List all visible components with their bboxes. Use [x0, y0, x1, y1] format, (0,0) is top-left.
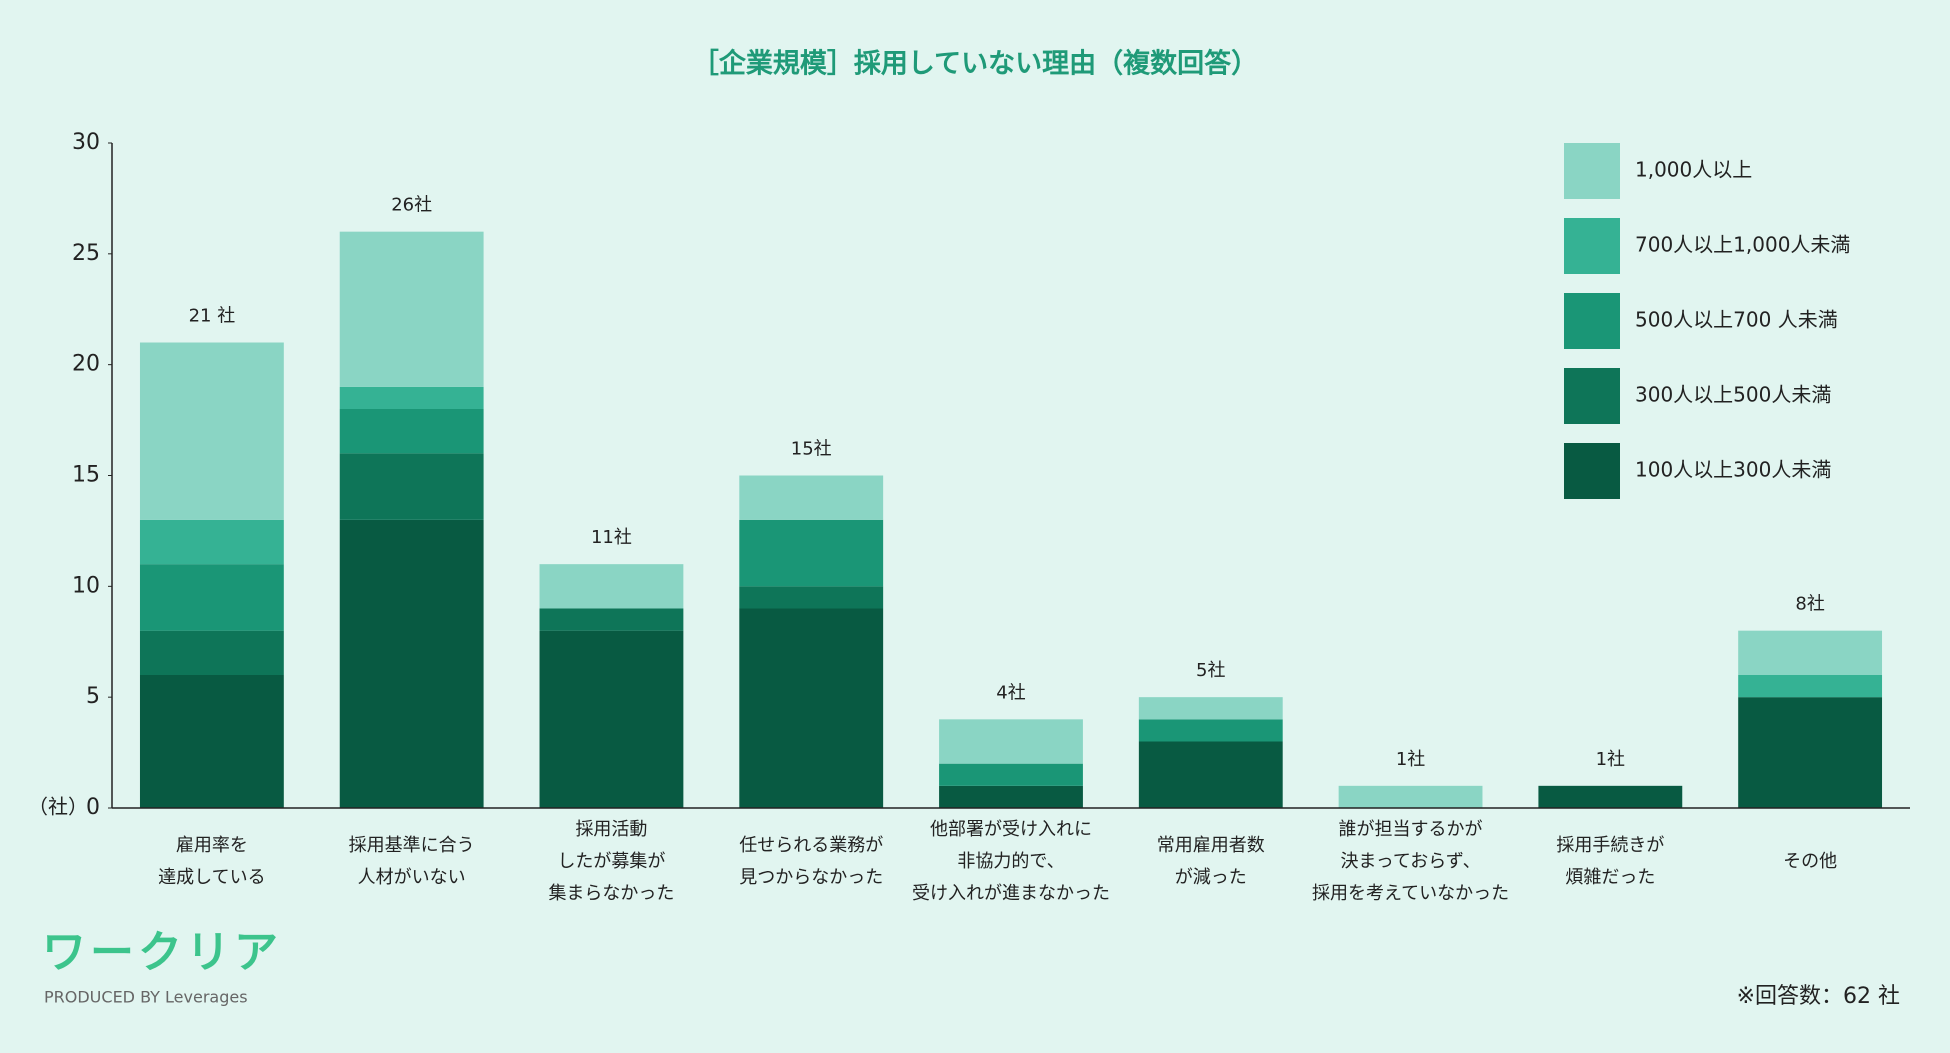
- bar-segment: [939, 719, 1083, 764]
- total-label: 26社: [391, 195, 432, 216]
- y-tick-label: 0: [86, 795, 100, 820]
- bar-segment: [139, 630, 284, 675]
- bar-segment: [939, 763, 1083, 786]
- total-label: 5社: [1196, 660, 1225, 681]
- bar-segment: [1138, 697, 1283, 720]
- legend-swatch: [1564, 143, 1620, 199]
- bar-segment: [539, 630, 684, 808]
- logo-tagline: PRODUCED BY Leverages: [44, 988, 248, 1007]
- bar-segment: [139, 675, 284, 808]
- x-tick-label: 採用基準に合う: [349, 835, 475, 856]
- bar-segment: [1738, 675, 1883, 698]
- x-tick-label: 任せられる業務が: [739, 835, 883, 856]
- y-tick-label: 30: [72, 130, 100, 155]
- bar-segment: [1738, 630, 1883, 675]
- legend-swatch: [1564, 368, 1620, 424]
- x-tick-label: 非協力的で、: [957, 851, 1064, 872]
- x-tick-label: 決まっておらず、: [1340, 851, 1480, 872]
- note: ※回答数：62 社: [1737, 984, 1900, 1009]
- x-tick-label: 雇用率を: [176, 835, 248, 856]
- x-tick-label: 採用を考えていなかった: [1312, 883, 1509, 904]
- bar-segment: [939, 785, 1083, 808]
- bar-segment: [739, 475, 884, 520]
- total-label: 15社: [791, 439, 832, 460]
- y-tick-label: 5: [86, 684, 100, 709]
- y-tick-label: 20: [72, 352, 100, 377]
- y-tick-label: 15: [72, 463, 100, 488]
- x-tick-label: その他: [1783, 851, 1837, 872]
- x-tick-label: 集まらなかった: [548, 883, 674, 904]
- x-tick-label: 達成している: [158, 867, 265, 888]
- bar-segment: [1338, 785, 1483, 808]
- legend-swatch: [1564, 218, 1620, 274]
- x-tick-label: 人材がいない: [358, 867, 466, 888]
- bar-segment: [139, 519, 284, 565]
- bar-segment: [539, 564, 684, 609]
- total-label: 21 社: [189, 306, 236, 327]
- legend-label: 700人以上1,000人未満: [1635, 233, 1850, 257]
- bar-segment: [739, 519, 884, 587]
- bar-segment: [339, 386, 484, 409]
- legend-label: 500人以上700 人未満: [1635, 308, 1838, 332]
- total-label: 8社: [1795, 594, 1824, 615]
- bar-segment: [1738, 697, 1883, 808]
- bar-segment: [339, 453, 484, 520]
- total-label: 1社: [1596, 749, 1625, 770]
- total-label: 4社: [996, 682, 1025, 703]
- y-tick-label: 10: [72, 573, 100, 598]
- bar-segment: [739, 608, 884, 808]
- x-tick-label: 他部署が受け入れに: [930, 819, 1092, 840]
- bar-segment: [1138, 719, 1283, 742]
- x-tick-label: 誰が担当するかが: [1339, 819, 1483, 840]
- x-tick-label: 採用手続きが: [1556, 835, 1664, 856]
- total-label: 1社: [1396, 749, 1425, 770]
- bar-segment: [339, 231, 484, 387]
- legend-swatch: [1564, 293, 1620, 349]
- total-label: 11社: [591, 527, 632, 548]
- x-tick-label: 常用雇用者数: [1157, 835, 1265, 856]
- bar-segment: [339, 409, 484, 454]
- y-axis-label: （社）: [28, 795, 88, 819]
- y-tick-label: 25: [72, 241, 100, 266]
- bar-segment: [139, 342, 284, 520]
- bar-segment: [1538, 785, 1683, 808]
- x-tick-label: が減った: [1175, 867, 1247, 888]
- x-tick-label: 受け入れが進まなかった: [912, 883, 1110, 904]
- x-tick-label: 採用活動: [575, 819, 647, 840]
- bar-segment: [139, 564, 284, 631]
- x-tick-label: 煩雑だった: [1565, 867, 1655, 888]
- x-tick-label: 見つからなかった: [739, 867, 883, 888]
- bar-segment: [339, 519, 484, 808]
- legend-label: 300人以上500人未満: [1635, 383, 1831, 407]
- bar-segment: [1138, 741, 1283, 808]
- chart-title: ［企業規模］採用していない理由（複数回答）: [692, 48, 1258, 80]
- legend-label: 100人以上300人未満: [1635, 458, 1831, 482]
- bar-segment: [539, 608, 684, 631]
- x-tick-label: したが募集が: [557, 851, 665, 872]
- legend-swatch: [1564, 443, 1620, 499]
- legend-label: 1,000人以上: [1635, 158, 1752, 182]
- logo: ワークリア: [42, 927, 282, 978]
- bar-segment: [739, 586, 884, 609]
